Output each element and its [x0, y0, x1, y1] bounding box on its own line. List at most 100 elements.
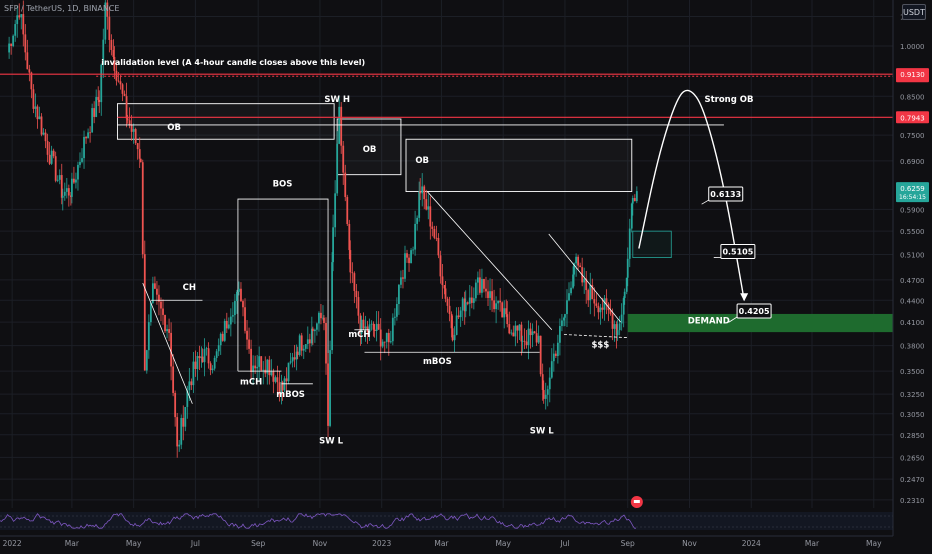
candle-body	[595, 303, 597, 305]
candle-body	[371, 324, 373, 325]
candle-body	[508, 324, 510, 333]
candle-body	[334, 193, 336, 227]
candle-body	[154, 283, 156, 288]
candle-body	[516, 326, 518, 331]
candle-body	[8, 44, 10, 53]
time-tick: May	[126, 539, 142, 548]
candle-body	[240, 289, 242, 301]
candle-body	[137, 143, 139, 149]
candle-body	[429, 206, 431, 226]
time-tick: Jul	[559, 539, 569, 548]
candle-body	[384, 342, 386, 343]
candle-body	[621, 315, 623, 324]
candle-body	[378, 324, 380, 330]
candle-body	[314, 330, 316, 331]
candle-body	[398, 285, 400, 304]
candle-body	[501, 302, 503, 317]
candle-body	[307, 339, 309, 344]
candle-body	[419, 192, 421, 194]
candle-body	[220, 334, 222, 345]
candle-body	[564, 314, 566, 318]
candle-body	[402, 277, 404, 278]
ob-box-3	[406, 139, 632, 191]
candle-body	[166, 329, 168, 331]
candle-body	[549, 378, 551, 390]
candle-body	[305, 344, 307, 349]
candle-body	[376, 324, 378, 331]
candle-body	[489, 291, 491, 298]
price-tick: 0.2650	[900, 454, 925, 462]
candle-body	[404, 253, 406, 278]
candle-body	[24, 34, 26, 52]
candle-body	[303, 349, 305, 351]
candle-body	[180, 418, 182, 445]
time-tick: Mar	[434, 539, 449, 548]
candle-body	[566, 300, 568, 314]
time-tick: Nov	[682, 539, 697, 548]
candle-body	[514, 326, 516, 337]
candle-body	[57, 180, 59, 181]
candle-body	[250, 349, 252, 372]
candle-body	[254, 366, 256, 369]
candle-body	[394, 317, 396, 318]
candle-body	[297, 352, 299, 355]
candle-body	[593, 299, 595, 303]
candle-body	[260, 356, 262, 370]
currency-button[interactable]: USDT	[902, 4, 926, 20]
candle-body	[45, 133, 47, 141]
candle-body	[526, 342, 528, 346]
candle-body	[294, 357, 296, 359]
price-tick: 0.5100	[900, 252, 925, 260]
candle-body	[142, 162, 144, 254]
candle-body	[272, 372, 274, 382]
candle-body	[140, 159, 142, 162]
candle-body	[286, 378, 288, 381]
price-tick: 0.7500	[900, 132, 925, 140]
annotation-label: $$$	[592, 340, 610, 350]
candle-body	[329, 350, 331, 426]
time-tick: 2024	[742, 539, 761, 548]
candle-body	[41, 116, 43, 134]
candle-body	[543, 390, 545, 399]
candle-body	[230, 317, 232, 325]
candle-body	[456, 316, 458, 335]
candle-body	[216, 351, 218, 358]
price-tick: 0.2470	[900, 476, 925, 484]
candle-body	[374, 330, 376, 331]
candle-body	[256, 367, 258, 368]
candle-body	[162, 309, 164, 315]
candle-body	[617, 330, 619, 335]
price-tick: 0.8500	[900, 93, 925, 101]
candle-body	[242, 301, 244, 307]
candle-body	[433, 229, 435, 238]
callout-value: 0.5105	[722, 248, 753, 257]
candle-body	[410, 250, 412, 263]
candle-body	[636, 191, 638, 201]
price-tick: 0.5500	[900, 228, 925, 236]
candle-body	[79, 162, 81, 165]
candle-body	[412, 250, 414, 251]
candle-body	[116, 71, 118, 81]
candle-body	[16, 15, 18, 24]
candle-body	[110, 40, 112, 50]
candle-body	[139, 149, 141, 159]
candle-body	[262, 370, 264, 371]
candle-body	[77, 165, 79, 180]
candle-body	[423, 186, 425, 199]
candle-body	[449, 306, 451, 314]
annotation-label: CH	[183, 283, 196, 293]
candle-body	[89, 132, 91, 133]
candle-body	[14, 24, 16, 36]
candle-body	[493, 300, 495, 309]
candle-body	[85, 137, 87, 138]
candle-body	[224, 321, 226, 341]
candle-body	[392, 318, 394, 341]
price-tick: 1.0000	[900, 43, 925, 51]
callout-value: 0.6133	[710, 190, 741, 199]
candle-body	[292, 357, 294, 361]
time-tick: Sep	[621, 539, 635, 548]
small-target-box	[633, 231, 671, 257]
candle-body	[435, 238, 437, 239]
